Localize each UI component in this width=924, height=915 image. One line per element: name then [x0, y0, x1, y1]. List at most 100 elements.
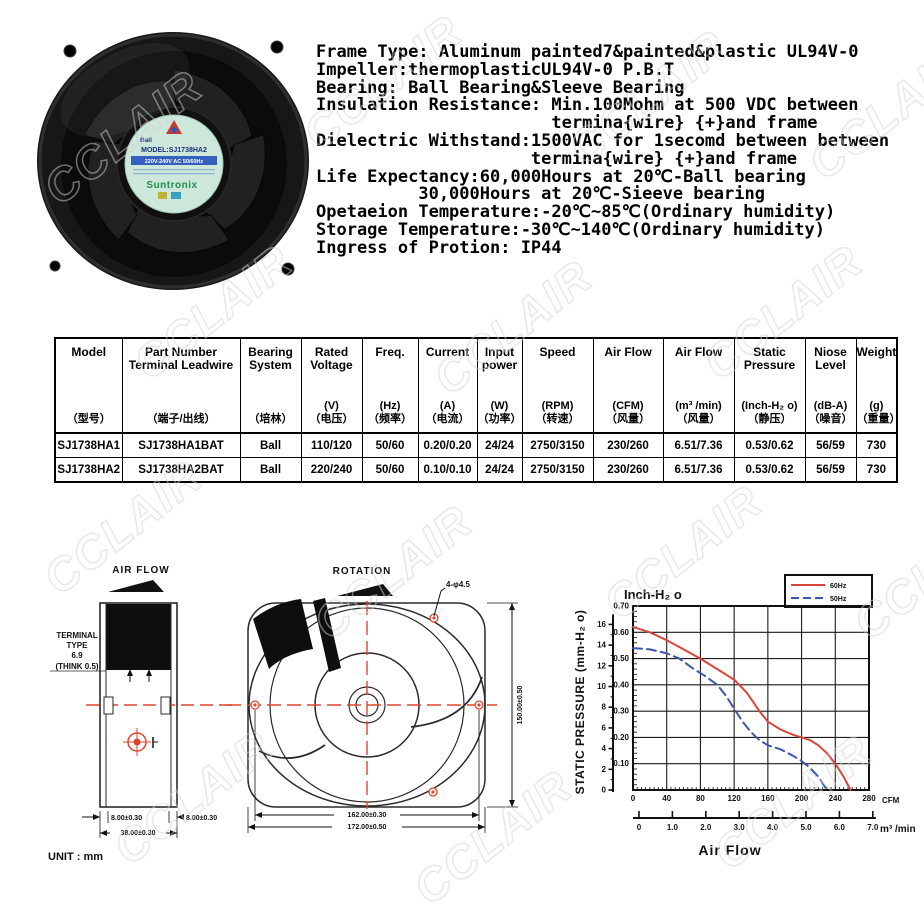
header-en: Current — [425, 345, 470, 359]
x-tick-cfm: 280 — [862, 794, 876, 803]
terminal-note-line: 6.9 — [71, 651, 83, 660]
header-cell: Weight (g) （重量） — [855, 337, 898, 434]
terminal-bar — [313, 598, 341, 672]
spec-line: termina{wire} {+}and frame — [316, 113, 818, 134]
strut-arm — [258, 744, 326, 759]
performance-chart: Inch-H₂ o STATIC PRESSURE (mm-H₂ o) 60Hz… — [573, 574, 916, 858]
spec-line: Impeller:thermoplasticUL94V-0 P.B.T — [316, 59, 675, 80]
table-cell: 2750/3150 — [521, 432, 594, 458]
header-en: Model — [71, 345, 107, 359]
header-cn: （风量） — [676, 413, 721, 425]
header-cell: Freq. (Hz) （频率） — [361, 337, 419, 434]
fan-side-outline — [99, 602, 178, 808]
center-target — [123, 728, 158, 756]
header-unit: (CFM) — [612, 400, 644, 412]
y-tick-mm: 10 — [597, 682, 606, 691]
rotation-label: ROTATION — [333, 566, 392, 577]
spec-line: Storage Temperature:-30℃~140℃(Ordinary h… — [316, 219, 825, 240]
y-tick-mm: 14 — [597, 641, 606, 650]
fan-datasheet: { "watermark": { "text": "CCLAIR" }, "pr… — [32, 3, 924, 915]
header-cell: Part Number Terminal Leadwire （端子/出线） — [121, 337, 241, 434]
frame-screw-hole — [281, 262, 295, 276]
chart-title: Inch-H₂ o — [624, 587, 682, 602]
header-cell: Speed (RPM) （转速） — [521, 337, 594, 434]
table-cell: 0.10/0.10 — [417, 457, 478, 483]
hub-label-brand: Suntronix — [146, 180, 197, 191]
frame-screw-hole — [49, 260, 61, 272]
header-en: Speed — [539, 345, 576, 359]
x-tick-cfm: 40 — [662, 794, 671, 803]
table-cell: 730 — [855, 432, 898, 458]
y-tick-inch: 0.10 — [613, 759, 629, 768]
header-cell: Input power (W) （功率） — [476, 337, 523, 434]
x-tick-m3min: 3.0 — [734, 823, 746, 832]
dim-label: 162.00±0.30 — [348, 812, 387, 819]
table-cell: 24/24 — [476, 457, 523, 483]
x-unit-cfm: CFM — [882, 796, 900, 805]
y-tick-inch: 0.40 — [613, 680, 629, 689]
terminal-type-note: TERMINAL TYPE 6.9 (THINK 0.5) — [55, 631, 98, 671]
y-tick-inch: 0.50 — [613, 654, 629, 663]
header-cell: Rated Voltage (V) （电压） — [300, 337, 363, 434]
x-tick-cfm: 0 — [631, 794, 636, 803]
table-cell: 56/59 — [804, 432, 857, 458]
dim-label: 38.00±0.30 — [121, 830, 156, 837]
x-tick-m3min: 6.0 — [834, 823, 846, 832]
chart-plot: 0.100.200.300.400.500.600.700 40 80 120 160 2… — [597, 602, 879, 833]
header-unit: (V) — [324, 400, 339, 412]
dim-172: 172.00±0.50 — [247, 807, 486, 833]
dim-38mm: 38.00±0.30 — [99, 823, 178, 838]
header-unit: (Hz) — [379, 400, 401, 412]
hub-logo-dot — [171, 127, 177, 133]
hub-label-model: MODEL:SJ1738HA2 — [141, 147, 207, 154]
table-cell: Ball — [239, 457, 302, 483]
table-cell: 50/60 — [361, 457, 419, 483]
y-tick-inch: 0.20 — [613, 733, 629, 742]
header-unit: (Inch-H₂ o) — [741, 400, 798, 412]
spec-line: Life Expectancy:60,000Hours at 20℃-Ball … — [316, 166, 806, 187]
terminal-pin-arrow — [146, 669, 152, 676]
header-unit: (g) — [869, 400, 884, 412]
y-tick-inch: 0.60 — [613, 628, 629, 637]
mounting-holes — [250, 613, 484, 797]
header-en: Freq. — [375, 345, 405, 359]
header-en: Static Pressure — [743, 345, 796, 372]
header-cn: （噪音） — [808, 413, 853, 425]
header-cn: （型号） — [66, 413, 111, 425]
strut-arm — [410, 676, 483, 728]
x-tick-m3min: 4.0 — [767, 823, 779, 832]
table-cell: 0.53/0.62 — [733, 432, 806, 458]
header-cell: Niose Level (dB-A) （噪音） — [804, 337, 857, 434]
hub-cert-mark — [171, 192, 181, 199]
header-cell: Current (A) （电流） — [417, 337, 478, 434]
y-tick-mm: 16 — [597, 620, 606, 629]
frame-screw-hole — [63, 44, 77, 58]
table-cell: 2750/3150 — [521, 457, 594, 483]
spec-text: Frame Type: Aluminum painted7&painted&pl… — [316, 43, 922, 258]
terminal-note-line: TERMINAL — [56, 631, 97, 640]
hub-label-volt: 220V-240V AC 50/60Hz — [145, 159, 204, 165]
header-unit: (A) — [439, 400, 456, 412]
header-unit: (W) — [490, 400, 509, 412]
header-cell: Air Flow (CFM) （风量） — [592, 337, 664, 434]
photo-highlight — [60, 43, 190, 137]
y-tick-mm: 4 — [602, 744, 607, 753]
dim-8mm-left: 8.00±0.30 — [82, 811, 142, 823]
x-tick-cfm: 120 — [727, 794, 741, 803]
header-unit: (dB-A) — [813, 400, 848, 412]
header-cn: （转速） — [535, 413, 580, 425]
table-cell: 50/60 — [361, 432, 419, 458]
header-cn: （培林） — [248, 413, 293, 425]
terminal-note-line: TYPE — [67, 641, 89, 650]
y-tick-inch: 0.70 — [613, 602, 629, 611]
x-tick-cfm: 240 — [829, 794, 843, 803]
header-cn: （电压） — [309, 413, 354, 425]
rotation-arrow-icon — [337, 584, 393, 596]
holes-callout-label: 4-φ4.5 — [446, 580, 471, 589]
spec-line: Opetaeion Temperature:-20℃~85℃(Ordinary … — [316, 202, 836, 223]
holes-callout: 4-φ4.5 — [433, 580, 471, 617]
dim-8mm-right: 8.00±0.30 — [168, 811, 217, 823]
header-en: Air Flow — [604, 345, 652, 359]
hub-label-line — [133, 169, 215, 171]
header-en: Bearing System — [248, 345, 293, 372]
